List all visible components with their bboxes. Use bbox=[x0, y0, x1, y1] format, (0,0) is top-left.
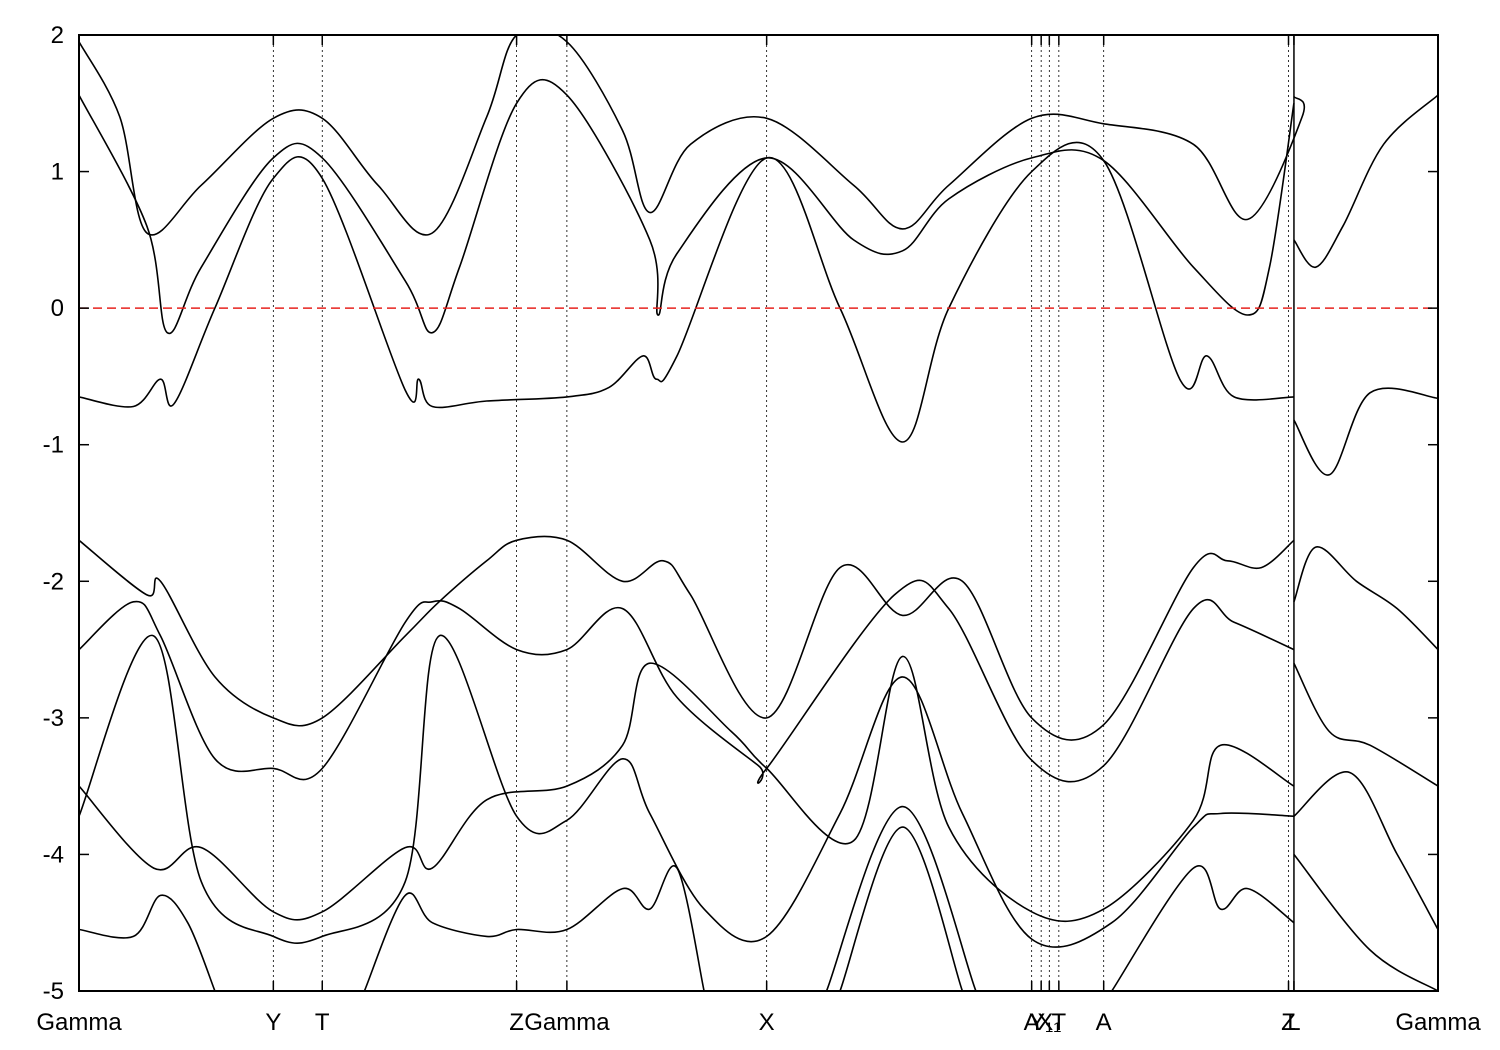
band-line-18 bbox=[1293, 853, 1438, 991]
xtick-label-2: T bbox=[315, 1009, 330, 1036]
ytick-label-7: -5 bbox=[43, 978, 64, 1005]
band-line-12 bbox=[1293, 771, 1438, 930]
band-line-2 bbox=[79, 35, 1306, 236]
band-line-9 bbox=[79, 655, 1295, 923]
xtick-label-12: L bbox=[1287, 1009, 1300, 1036]
band-line-14 bbox=[363, 864, 705, 991]
xtick-label-10: A bbox=[1096, 1009, 1112, 1036]
band-line-17 bbox=[1111, 865, 1295, 991]
band-line-4 bbox=[1293, 387, 1438, 476]
plot-frame bbox=[78, 34, 1439, 992]
xtick-label-11: Z bbox=[1281, 1009, 1296, 1036]
xtick-label-13: Gamma bbox=[1395, 1009, 1481, 1036]
xtick-label-9: T bbox=[1052, 1009, 1067, 1036]
high-symmetry-gridlines bbox=[272, 35, 1295, 991]
ytick-label-2: 0 bbox=[51, 295, 64, 322]
xtick-label-8: X₁ bbox=[1037, 1009, 1061, 1036]
ytick-label-4: -2 bbox=[43, 568, 64, 595]
ytick-label-6: -4 bbox=[43, 841, 64, 868]
band-line-1 bbox=[79, 78, 1295, 335]
band-line-7 bbox=[79, 579, 1295, 784]
ytick-label-0: 2 bbox=[51, 22, 64, 49]
y-axis-ticks: 2 1 0 -1 -2 -3 -4 -5 bbox=[43, 22, 1438, 1005]
band-line-6 bbox=[79, 535, 1295, 741]
xtick-label-4: Gamma bbox=[524, 1009, 610, 1036]
band-lines bbox=[79, 35, 1438, 991]
band-line-11 bbox=[1293, 662, 1438, 787]
ytick-label-1: 1 bbox=[51, 159, 64, 186]
ytick-label-5: -3 bbox=[43, 705, 64, 732]
band-line-16 bbox=[839, 826, 964, 991]
band-line-10 bbox=[79, 635, 1294, 948]
xtick-label-5: X bbox=[759, 1009, 775, 1036]
ytick-label-3: -1 bbox=[43, 432, 64, 459]
band-line-13 bbox=[79, 894, 216, 991]
xtick-label-0: Gamma bbox=[36, 1009, 122, 1036]
band-line-8 bbox=[1293, 546, 1438, 651]
xtick-label-3: Z bbox=[509, 1009, 524, 1036]
xtick-label-7: Y₁ bbox=[1029, 1009, 1053, 1036]
band-line-5 bbox=[1293, 94, 1438, 269]
xtick-label-1: Y bbox=[265, 1009, 281, 1036]
band-line-15 bbox=[825, 805, 977, 991]
xtick-label-6: A bbox=[1024, 1009, 1040, 1036]
band-line-3 bbox=[79, 141, 1294, 443]
